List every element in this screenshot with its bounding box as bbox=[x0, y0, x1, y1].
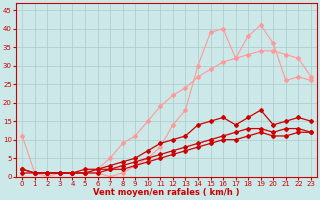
X-axis label: Vent moyen/en rafales ( km/h ): Vent moyen/en rafales ( km/h ) bbox=[93, 188, 240, 197]
